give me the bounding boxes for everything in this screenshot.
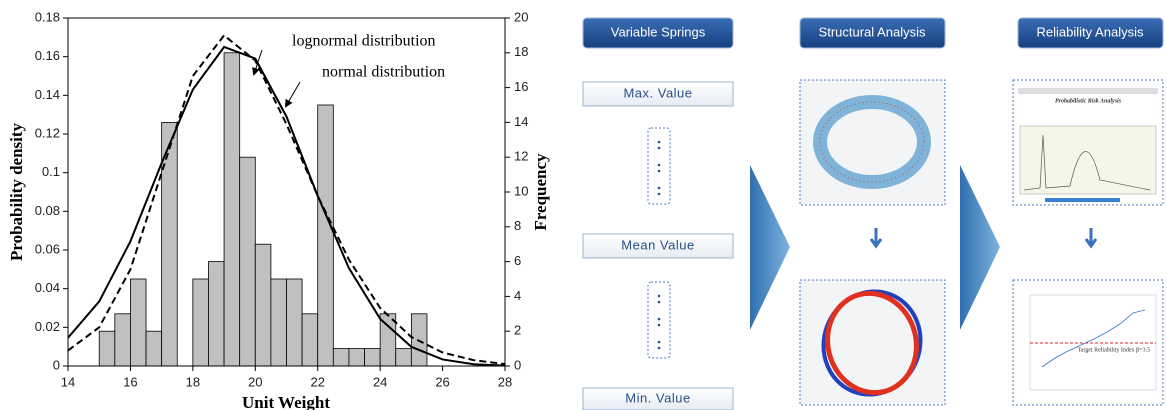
x-axis-label: Unit Weight [242,393,330,410]
screen-label: Target Reliability Index β=3.5 [1077,347,1150,353]
y-tick-label: 0.14 [35,87,60,102]
histogram-bar [130,279,146,366]
y2-tick-label: 0 [514,357,521,372]
histogram-bar [365,349,381,366]
y-tick-label: 0.08 [35,203,60,218]
x-tick-label: 28 [498,374,512,389]
flow-chevron [960,165,1000,330]
y-axis-label: Probability density [7,122,26,261]
x-tick-label: 14 [61,374,75,389]
y2-tick-label: 18 [514,44,528,59]
value-text: Min. Value [625,390,690,405]
figure: Unit Weight Probability density Frequenc… [0,0,1167,410]
workflow-diagram: Variable Springs Structural Analysis Rel… [583,18,1163,410]
histogram-bar [396,349,412,366]
histogram-bar [115,314,131,366]
y-tick-label: 0.16 [35,48,60,63]
y-tick-label: 0.04 [35,280,60,295]
y-tick-label: 0.02 [35,319,60,334]
y2-tick-label: 12 [514,149,528,164]
x-tick-label: 22 [310,374,324,389]
histogram-bar [287,279,303,366]
y2-tick-label: 2 [514,323,521,338]
y2-tick-label: 16 [514,79,528,94]
x-tick-label: 24 [373,374,387,389]
x-tick-label: 16 [123,374,137,389]
histogram-chart: Unit Weight Probability density Frequenc… [7,9,550,410]
value-text: Max. Value [623,85,692,100]
y-tick-label: 0.06 [35,241,60,256]
screen-mode-shape [800,278,945,409]
x-tick-label: 20 [248,374,262,389]
histogram-bar [193,279,209,366]
histogram-bar [271,279,287,366]
y-tick-label: 0.12 [35,125,60,140]
histogram-bar [240,157,256,366]
header-text: Variable Springs [611,24,706,39]
screen-risk-analysis: Probabilistic Risk Analysis [1013,80,1163,205]
curve-annotation: lognormal distribution [292,33,436,50]
screen-reliability-index: Target Reliability Index β=3.5 [1013,280,1163,405]
down-arrow [871,228,881,246]
y2-tick-label: 4 [514,288,521,303]
histogram-bar [318,105,334,366]
histogram-bar [333,349,349,366]
histogram-bar [99,331,115,366]
header-text: Reliability Analysis [1037,24,1144,39]
header-text: Structural Analysis [819,24,926,39]
x-tick-label: 18 [186,374,200,389]
down-arrow [1086,228,1096,246]
histogram-bar [146,331,162,366]
y-tick-label: 0 [53,357,60,372]
histogram-bar [208,262,224,366]
y-tick-label: 0.18 [35,9,60,24]
annotation-arrow [286,82,300,106]
y-tick-label: 0.1 [42,164,60,179]
y2-tick-label: 10 [514,183,528,198]
screen-ring-model [800,80,945,205]
screen-title: Probabilistic Risk Analysis [1055,98,1122,104]
y2-tick-label: 14 [514,114,528,129]
histogram-bar [302,314,318,366]
y2-tick-label: 8 [514,218,521,233]
y2-axis-label: Frequency [531,153,550,231]
curve-annotation: normal distribution [322,64,445,81]
histogram-bar [349,349,365,366]
y2-tick-label: 6 [514,253,521,268]
histogram-bar [224,53,240,366]
y2-tick-label: 20 [514,9,528,24]
flow-chevron [750,165,790,330]
histogram-bar [255,244,271,366]
value-text: Mean Value [621,237,694,252]
x-tick-label: 26 [435,374,449,389]
